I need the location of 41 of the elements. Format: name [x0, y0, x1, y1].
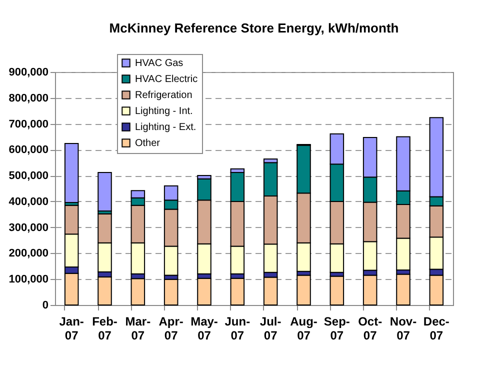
- y-tick-label: 400,000: [8, 196, 48, 208]
- x-tick-label: Jan-07: [59, 314, 84, 342]
- y-tick-label: 800,000: [8, 92, 48, 104]
- bar: [64, 142, 79, 203]
- legend-label: HVAC Gas: [135, 58, 184, 69]
- bar: [130, 278, 146, 306]
- x-tick-label: Sep-07: [324, 314, 350, 342]
- bar: [396, 274, 410, 306]
- y-tick-label: 500,000: [8, 170, 48, 182]
- legend-label: Lighting - Int.: [135, 106, 193, 117]
- y-tick-label: 200,000: [8, 248, 48, 260]
- y-tick-label: 600,000: [8, 144, 48, 156]
- chart-title: McKinney Reference Store Energy, kWh/month: [109, 20, 399, 36]
- y-tick-label: 300,000: [8, 222, 48, 234]
- legend-label: Other: [135, 138, 161, 149]
- bar: [296, 274, 311, 306]
- bar: [98, 172, 112, 212]
- x-tick-label: Aug-07: [290, 314, 318, 342]
- y-tick-label: 100,000: [8, 274, 48, 286]
- x-tick-label: Feb-07: [92, 314, 118, 342]
- legend-label: HVAC Electric: [135, 74, 198, 85]
- y-tick-label: 0: [42, 300, 48, 312]
- bar: [230, 278, 245, 306]
- x-tick-label: Jul-07: [260, 314, 282, 342]
- legend-label: Refrigeration: [135, 90, 192, 101]
- bar: [197, 278, 212, 306]
- x-tick-label: Dec-07: [423, 314, 450, 342]
- bar: [263, 276, 278, 306]
- bar: [98, 276, 112, 306]
- x-tick-label: Nov-07: [390, 314, 417, 342]
- bar: [330, 276, 344, 306]
- legend-label: Lighting - Ext.: [135, 122, 196, 133]
- bar: [164, 278, 178, 306]
- y-tick-label: 700,000: [8, 118, 48, 130]
- x-tick-label: Jun-07: [224, 314, 250, 342]
- x-tick-label: Mar-07: [125, 314, 151, 342]
- bar: [362, 274, 378, 306]
- x-tick-label: Oct-07: [358, 314, 382, 342]
- x-tick-label: Apr-07: [158, 314, 184, 342]
- y-tick-label: 900,000: [8, 66, 48, 78]
- x-tick-label: May-07: [190, 314, 218, 342]
